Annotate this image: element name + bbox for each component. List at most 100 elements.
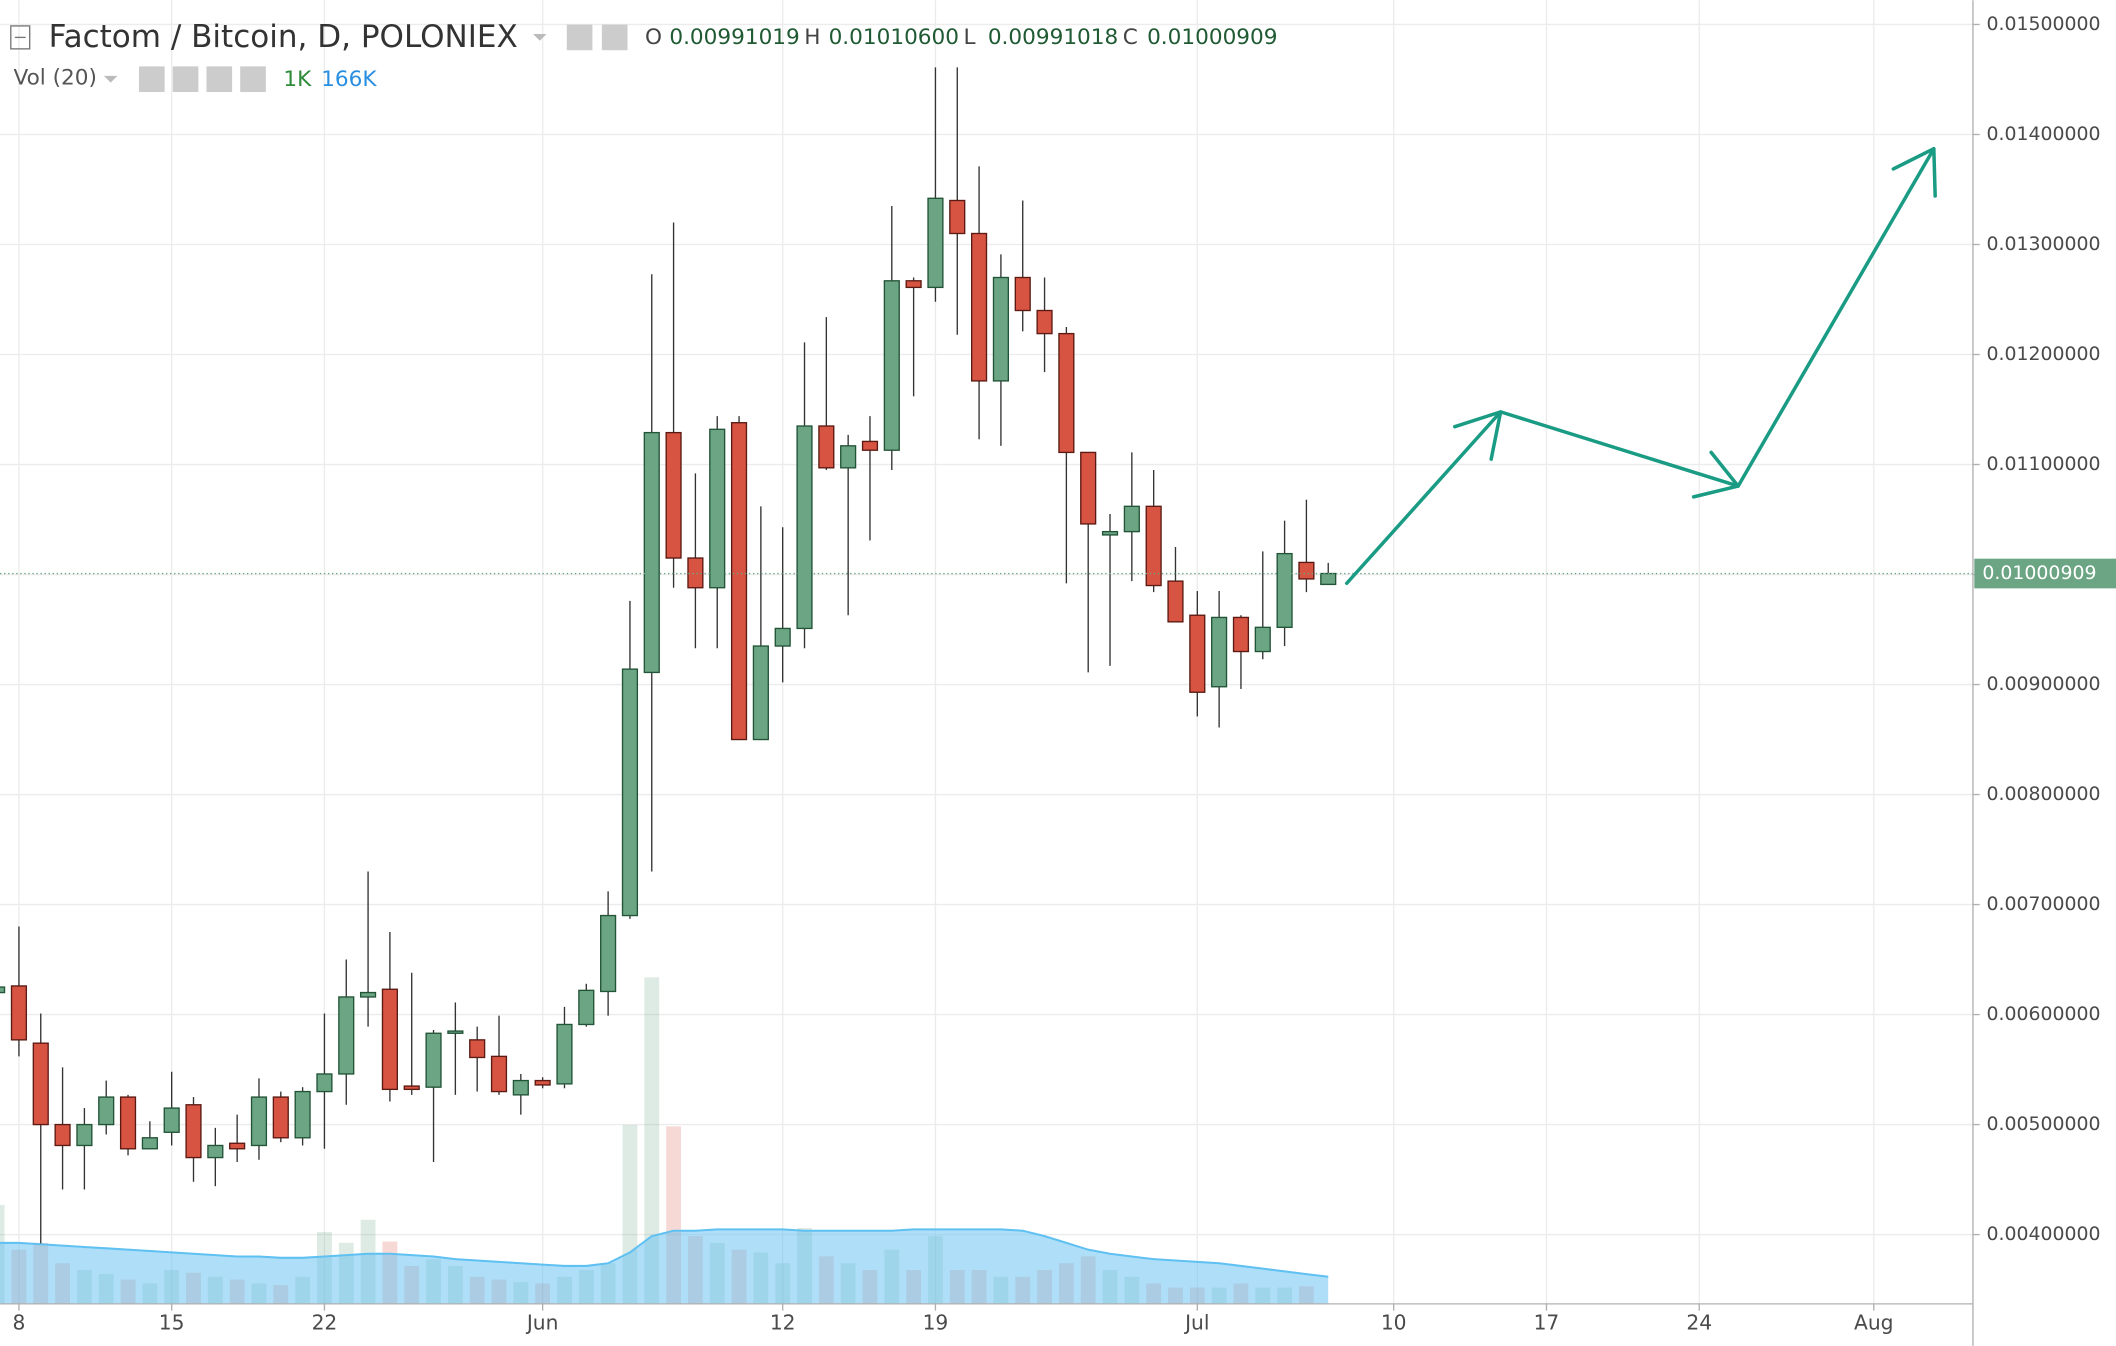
ohlc-key: L [964, 25, 976, 50]
y-tick-label: 0.01400000 [1986, 123, 2100, 145]
volume-ma-value: 166K [321, 67, 377, 92]
candle-body [163, 1107, 180, 1133]
y-tick-label: 0.00400000 [1986, 1223, 2100, 1245]
dropdown-icon[interactable] [103, 75, 118, 83]
candle-body [54, 1123, 71, 1147]
candle-body [992, 276, 1010, 382]
add-icon[interactable] [206, 66, 233, 93]
candle-body [1276, 552, 1293, 629]
candle-body [359, 991, 377, 998]
candle-body [76, 1123, 93, 1147]
candle-body [512, 1079, 529, 1096]
ohlc-values: O 0.00991019 H 0.01010600 L 0.00991018 C 0.0100… [645, 25, 1277, 50]
candle-body [687, 557, 704, 589]
candle-body [774, 627, 791, 647]
candle-body [883, 280, 900, 451]
ohlc-value: 0.00991018 [988, 25, 1118, 50]
candle-body [32, 1042, 49, 1126]
candle-body [665, 431, 682, 559]
eye-icon[interactable] [566, 24, 593, 51]
y-tick-label: 0.00500000 [1986, 1113, 2100, 1135]
candle-body [709, 428, 726, 589]
arrow-head [1452, 410, 1503, 461]
candle-body [949, 199, 966, 235]
candle-body [1058, 332, 1075, 454]
candles [0, 67, 1973, 1244]
candle-body [600, 914, 617, 993]
candle-body [621, 668, 639, 917]
eye-icon[interactable] [138, 66, 165, 93]
candle-body [556, 1023, 573, 1085]
candle-body [403, 1085, 420, 1091]
legend-header: Factom / Bitcoin, D, POLONIEX O 0.0099101… [10, 19, 1277, 93]
candle-body [840, 445, 857, 469]
chart-title: Factom / Bitcoin, D, POLONIEX [49, 19, 518, 55]
candle-body [1101, 530, 1119, 536]
ohlc-value: 0.01000909 [1147, 25, 1277, 50]
candle-body [316, 1073, 333, 1093]
candle-body [490, 1055, 508, 1093]
x-tick-label: 12 [770, 1311, 796, 1335]
x-tick-label: 15 [159, 1311, 185, 1335]
candle-body [1123, 505, 1140, 533]
ohlc-key: C [1123, 25, 1138, 50]
candle-body [752, 645, 769, 741]
last-price-label: 0.01000909 [1982, 562, 2096, 584]
y-tick-label: 0.01500000 [1986, 13, 2100, 35]
candle-body [534, 1079, 551, 1086]
volume-ma-area [0, 1229, 1329, 1304]
candle-body [1036, 309, 1053, 335]
candle-body [272, 1096, 289, 1139]
volume-value: 1K [283, 67, 312, 92]
x-tick-label: 10 [1381, 1311, 1407, 1335]
candle-body [1298, 561, 1315, 580]
y-tick-label: 0.00700000 [1986, 893, 2100, 915]
arrow-head [1891, 146, 1937, 198]
dropdown-icon[interactable] [533, 34, 547, 41]
candle-body [294, 1090, 311, 1139]
candle-body [338, 996, 355, 1075]
y-tick-label: 0.01200000 [1986, 343, 2100, 365]
candle-body [927, 197, 944, 289]
x-tick-label: 22 [312, 1311, 338, 1335]
y-tick-label: 0.01100000 [1986, 453, 2100, 475]
candle-body [796, 425, 813, 630]
candle-body [818, 425, 835, 469]
ohlc-key: H [804, 25, 820, 50]
arrow-head [1691, 450, 1740, 499]
candle-body [1189, 614, 1206, 693]
candle-body [1145, 505, 1162, 587]
candle-body [425, 1032, 442, 1088]
candle-body [861, 440, 879, 451]
candle-body [643, 431, 660, 674]
settings-icon[interactable] [601, 24, 628, 51]
volume-bar [644, 977, 660, 1304]
candle-body [970, 232, 988, 382]
ohlc-value: 0.00991019 [669, 25, 799, 50]
forecast-line [1345, 146, 1936, 586]
ohlc-key: O [645, 25, 662, 50]
y-tick-label: 0.00600000 [1986, 1003, 2100, 1025]
ohlc-value: 0.01010600 [829, 25, 959, 50]
candle-body [1320, 572, 1337, 586]
candle-body [578, 989, 595, 1026]
candle-body [185, 1104, 202, 1159]
close-icon[interactable] [240, 66, 266, 93]
candle-body [1080, 451, 1097, 525]
x-tick-label: Jun [525, 1311, 559, 1335]
collapse-icon[interactable] [10, 25, 31, 50]
x-tick-label: 8 [12, 1311, 25, 1335]
y-tick-label: 0.00800000 [1986, 783, 2100, 805]
candle-body [0, 986, 6, 994]
volume-name: Vol (20) [13, 66, 96, 91]
candle-body [1211, 616, 1228, 688]
volume-ma-line [0, 1228, 1329, 1278]
forecast-drawing [1345, 146, 1937, 586]
candle-body [447, 1030, 464, 1034]
last-price-tag [1974, 558, 2116, 589]
candle-body [1167, 580, 1184, 623]
candle-body [469, 1039, 486, 1059]
settings-icon[interactable] [172, 66, 199, 93]
candle-body [229, 1142, 246, 1150]
